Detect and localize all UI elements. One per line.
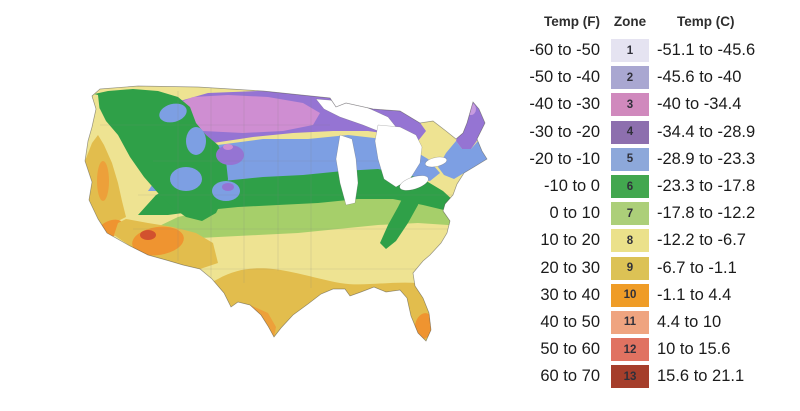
maine-zone4: [456, 102, 485, 149]
temp-c-range: 4.4 to 10: [657, 312, 722, 331]
temp-c-range: -51.1 to -45.6: [657, 41, 756, 60]
temp-c-range: -1.1 to 4.4: [657, 285, 732, 304]
legend-row-zone-11: 40 to 50 11 4.4 to 10: [520, 309, 755, 336]
temp-f-range: 60 to 70: [540, 367, 600, 386]
zone-swatch: 1: [611, 39, 649, 63]
zone-swatch: 3: [611, 93, 649, 117]
temp-c-range: -34.4 to -28.9: [657, 122, 756, 141]
zone-swatch: 13: [611, 365, 649, 389]
zone-swatch: 11: [611, 310, 649, 334]
zone-swatch: 6: [611, 175, 649, 199]
legend-row-zone-5: -20 to -10 5 -28.9 to -23.3: [520, 146, 755, 173]
lake-erie: [399, 175, 429, 191]
wyoming-zone3-spot: [223, 144, 233, 150]
zone-swatch: 8: [611, 229, 649, 253]
legend-row-zone-7: 0 to 10 7 -17.8 to -12.2: [520, 200, 755, 227]
temp-f-range: 10 to 20: [540, 231, 600, 250]
wyoming-zone4-spot: [216, 145, 244, 165]
temp-c-range: -12.2 to -6.7: [657, 231, 746, 250]
legend-row-zone-10: 30 to 40 10 -1.1 to 4.4: [520, 282, 755, 309]
header-temp-f: Temp (F): [544, 13, 600, 29]
south-florida-zone10: [414, 313, 434, 339]
temp-f-range: -60 to -50: [529, 41, 600, 60]
temp-f-range: -30 to -20: [529, 122, 600, 141]
temp-f-range: 40 to 50: [540, 312, 600, 331]
legend-row-zone-1: -60 to -50 1 -51.1 to -45.6: [520, 37, 755, 64]
zone-legend: Temp (F) Zone Temp (C) -60 to -50 1 -51.…: [520, 10, 755, 390]
great-lakes: [315, 98, 448, 206]
legend-row-zone-2: -50 to -40 2 -45.6 to -40: [520, 64, 755, 91]
legend-row-zone-4: -30 to -20 4 -34.4 to -28.9: [520, 119, 755, 146]
lake-ontario: [424, 156, 448, 168]
legend-row-zone-12: 50 to 60 12 10 to 15.6: [520, 336, 755, 363]
temp-f-range: -50 to -40: [529, 68, 600, 87]
us-hardiness-map-svg: [84, 85, 488, 342]
temp-f-range: 50 to 60: [540, 340, 600, 359]
temp-c-range: 15.6 to 21.1: [657, 367, 745, 386]
temp-f-range: 0 to 10: [549, 204, 600, 223]
temp-f-range: 30 to 40: [540, 285, 600, 304]
legend-row-zone-13: 60 to 70 13 15.6 to 21.1: [520, 363, 755, 390]
zone-swatch: 7: [611, 202, 649, 226]
header-zone: Zone: [613, 13, 647, 29]
legend-row-zone-9: 20 to 30 9 -6.7 to -1.1: [520, 255, 755, 282]
zone-swatch: 10: [611, 283, 649, 307]
temp-f-range: -40 to -30: [529, 95, 600, 114]
phoenix-hot-spot: [140, 230, 156, 240]
eastern-wa-zone5: [159, 103, 187, 123]
temp-c-range: 10 to 15.6: [657, 340, 731, 359]
temp-c-range: -28.9 to -23.3: [657, 149, 756, 168]
legend-row-zone-3: -40 to -30 3 -40 to -34.4: [520, 91, 755, 118]
idaho-zone5: [186, 127, 206, 155]
zone-swatch: 2: [611, 66, 649, 90]
lake-michigan: [335, 134, 359, 206]
central-valley-zone9: [97, 161, 109, 201]
zone-swatch: 9: [611, 256, 649, 280]
temp-c-range: -23.3 to -17.8: [657, 177, 756, 196]
zone-swatch: 12: [611, 338, 649, 362]
legend-row-zone-6: -10 to 0 6 -23.3 to -17.8: [520, 173, 755, 200]
temp-f-range: -10 to 0: [544, 177, 600, 196]
legend-row-zone-8: 10 to 20 8 -12.2 to -6.7: [520, 227, 755, 254]
temp-c-range: -6.7 to -1.1: [657, 258, 737, 277]
temp-c-range: -17.8 to -12.2: [657, 204, 756, 223]
header-temp-c: Temp (C): [677, 13, 735, 29]
nevada-utah-zone5: [170, 167, 202, 191]
temp-c-range: -40 to -34.4: [657, 95, 742, 114]
zone-swatch: 4: [611, 120, 649, 144]
zone9-region: [85, 268, 487, 341]
us-hardiness-map: [78, 83, 508, 343]
us-coastline: [84, 85, 488, 342]
legend-header: Temp (F) Zone Temp (C): [520, 10, 755, 32]
zone3-region: [166, 95, 320, 133]
temp-c-range: -45.6 to -40: [657, 68, 742, 87]
zone-swatch: 5: [611, 147, 649, 171]
temp-f-range: -20 to -10: [529, 149, 600, 168]
newengland-zone5: [438, 141, 487, 179]
colorado-zone4-spot: [222, 183, 234, 191]
appalachian-zone6: [380, 183, 422, 249]
temp-f-range: 20 to 30: [540, 258, 600, 277]
